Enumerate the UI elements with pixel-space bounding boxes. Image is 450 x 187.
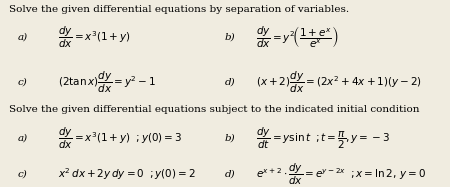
Text: $(2\tan x)\dfrac{dy}{dx} = y^2 - 1$: $(2\tan x)\dfrac{dy}{dx} = y^2 - 1$ (58, 70, 157, 95)
Text: b): b) (225, 33, 236, 42)
Text: c): c) (18, 78, 28, 87)
Text: d): d) (225, 169, 236, 178)
Text: $e^{x+2}\cdot\dfrac{dy}{dx} = e^{y-2x}\;\;;x=\ln 2,\,y=0$: $e^{x+2}\cdot\dfrac{dy}{dx} = e^{y-2x}\;… (256, 161, 427, 187)
Text: b): b) (225, 134, 236, 143)
Text: c): c) (18, 169, 28, 178)
Text: $x^2\,dx + 2y\,dy = 0\;\;;y(0)=2$: $x^2\,dx + 2y\,dy = 0\;\;;y(0)=2$ (58, 166, 196, 182)
Text: $\dfrac{dy}{dt} = y\sin t\;\;;t=\dfrac{\pi}{2},y=-3$: $\dfrac{dy}{dt} = y\sin t\;\;;t=\dfrac{\… (256, 126, 391, 151)
Text: $\dfrac{dy}{dx} = x^3(1+y)$: $\dfrac{dy}{dx} = x^3(1+y)$ (58, 25, 131, 50)
Text: $(x+2)\dfrac{dy}{dx} = (2x^2+4x+1)(y-2)$: $(x+2)\dfrac{dy}{dx} = (2x^2+4x+1)(y-2)$ (256, 70, 423, 95)
Text: a): a) (18, 33, 28, 42)
Text: Solve the given differential equations by separation of variables.: Solve the given differential equations b… (9, 5, 349, 14)
Text: a): a) (18, 134, 28, 143)
Text: d): d) (225, 78, 236, 87)
Text: $\dfrac{dy}{dx} = y^2\!\left(\dfrac{1+e^x}{e^x}\right)$: $\dfrac{dy}{dx} = y^2\!\left(\dfrac{1+e^… (256, 24, 339, 50)
Text: Solve the given differential equations subject to the indicated initial conditio: Solve the given differential equations s… (9, 105, 419, 114)
Text: $\dfrac{dy}{dx} = x^3(1+y)\;\;;y(0)=3$: $\dfrac{dy}{dx} = x^3(1+y)\;\;;y(0)=3$ (58, 126, 183, 151)
